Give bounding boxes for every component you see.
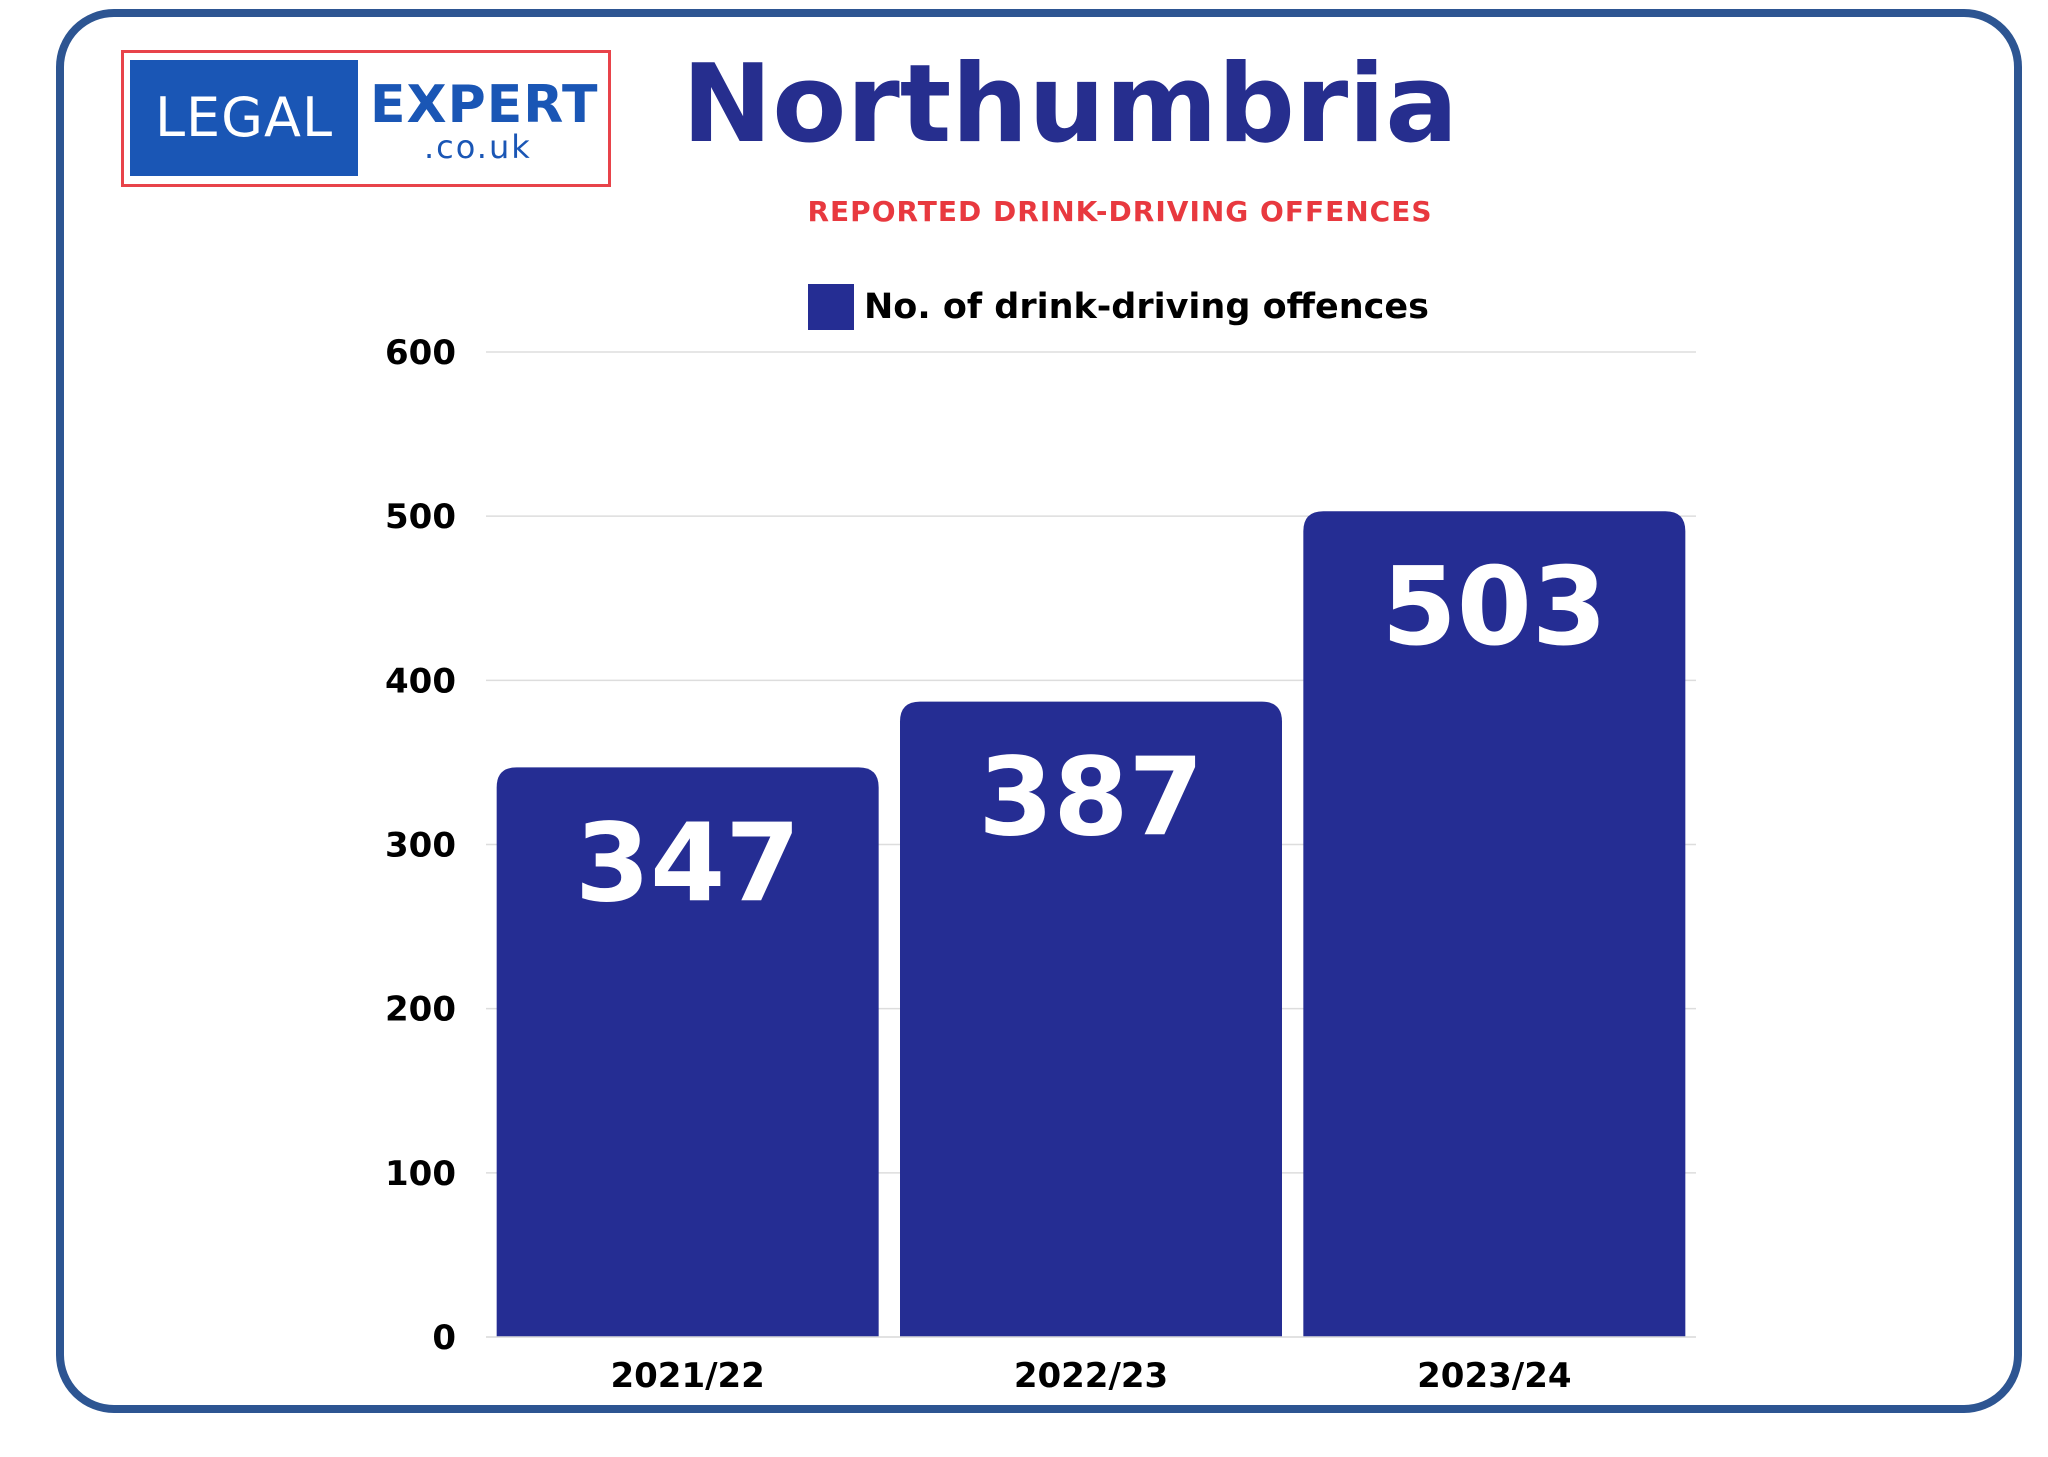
chart-legend: No. of drink-driving offences [808,284,1429,330]
y-tick-label: 600 [385,333,456,373]
bar-value-label: 347 [575,801,800,926]
y-tick-label: 100 [385,1154,456,1194]
y-tick-label: 0 [432,1318,456,1358]
x-tick-label: 2023/24 [1417,1356,1571,1396]
x-tick-label: 2022/23 [1014,1356,1168,1396]
legend-label: No. of drink-driving offences [864,287,1429,327]
bar [900,701,1282,1337]
chart-subtitle: REPORTED DRINK-DRIVING OFFENCES [807,195,1433,228]
logo-legal-text: LEGAL [130,60,358,176]
y-tick-label: 300 [385,826,456,866]
bar-value-label: 503 [1382,545,1607,670]
y-tick-label: 500 [385,497,456,537]
bar [496,767,879,1337]
bar [1303,511,1686,1337]
x-tick-label: 2021/22 [610,1356,764,1396]
y-tick-label: 200 [385,990,456,1030]
logo-domain-text: .co.uk [424,128,532,166]
chart-title: Northumbria [681,42,1459,167]
legend-swatch [808,284,854,330]
y-tick-label: 400 [385,661,456,701]
logo-expert-text: EXPERT [370,75,599,135]
bar-value-label: 387 [978,736,1203,861]
legal-expert-logo: LEGAL EXPERT .co.uk [121,50,611,187]
